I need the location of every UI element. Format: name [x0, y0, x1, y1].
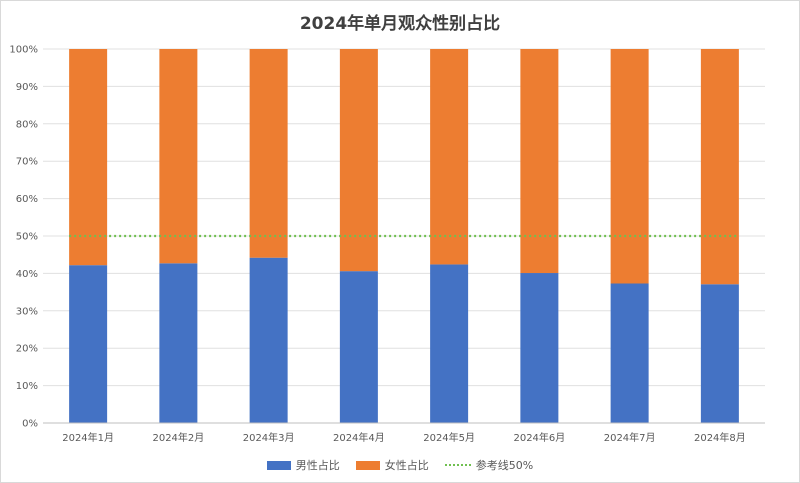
- y-tick-label: 0%: [22, 419, 38, 430]
- y-tick-label: 80%: [16, 119, 38, 130]
- x-tick-label: 2024年6月: [513, 431, 565, 444]
- y-tick-label: 90%: [16, 82, 38, 93]
- bar-male: [249, 257, 288, 423]
- y-tick-label: 10%: [16, 381, 38, 392]
- bar-male: [430, 264, 469, 423]
- x-tick-label: 2024年7月: [604, 431, 656, 444]
- x-tick-label: 2024年3月: [243, 431, 295, 444]
- x-tick-label: 2024年2月: [152, 431, 204, 444]
- bar-male: [520, 273, 559, 423]
- legend-item-reference: 参考线50%: [444, 457, 534, 473]
- bar-female: [69, 49, 108, 266]
- bar-female: [339, 49, 378, 272]
- bar-male: [610, 283, 649, 423]
- legend-item-male: 男性占比: [266, 457, 340, 473]
- bar-female: [159, 49, 198, 264]
- bar-male: [700, 284, 739, 423]
- y-tick-label: 70%: [16, 157, 38, 168]
- y-tick-label: 100%: [9, 45, 38, 56]
- x-tick-label: 2024年4月: [333, 431, 385, 444]
- legend-swatch-female: [355, 460, 380, 470]
- legend-label-male: 男性占比: [295, 459, 340, 472]
- bar-female: [249, 49, 288, 258]
- bar-female: [430, 49, 469, 265]
- y-tick-label: 20%: [16, 344, 38, 355]
- y-tick-label: 40%: [16, 269, 38, 280]
- legend-label-reference: 参考线50%: [475, 459, 534, 472]
- x-tick-label: 2024年5月: [423, 431, 475, 444]
- legend-swatch-male: [266, 460, 291, 470]
- x-tick-label: 2024年8月: [694, 431, 746, 444]
- legend-swatch-reference: [444, 464, 471, 466]
- bar-female: [700, 49, 739, 285]
- bar-male: [69, 265, 108, 423]
- bar-female: [610, 49, 649, 284]
- y-tick-label: 60%: [16, 194, 38, 205]
- bar-female: [520, 49, 559, 274]
- bar-male: [159, 263, 198, 423]
- bar-male: [339, 271, 378, 423]
- legend: 男性占比 女性占比 参考线50%: [1, 457, 799, 473]
- y-tick-label: 30%: [16, 306, 38, 317]
- x-tick-label: 2024年1月: [62, 431, 114, 444]
- y-tick-label: 50%: [16, 232, 38, 243]
- chart-title: 2024年单月观众性别占比: [299, 14, 501, 34]
- legend-item-female: 女性占比: [355, 457, 429, 473]
- legend-label-female: 女性占比: [384, 459, 429, 472]
